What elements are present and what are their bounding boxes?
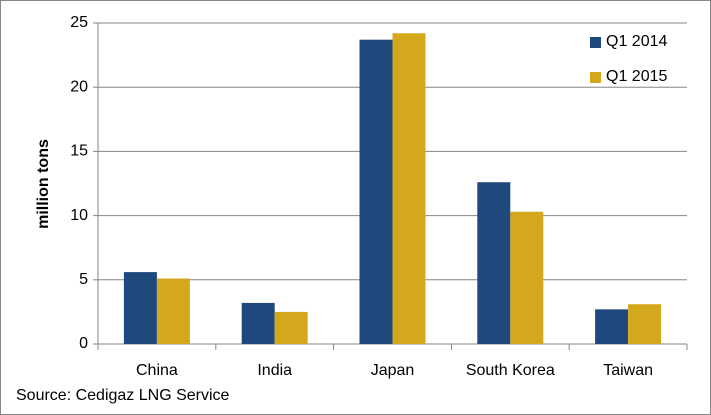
y-tick-label: 25 — [70, 14, 88, 31]
y-tick-label: 10 — [70, 207, 88, 224]
bar — [123, 272, 157, 344]
bar — [359, 39, 393, 344]
x-tick-label: India — [257, 362, 292, 379]
legend-label: Q1 2015 — [606, 68, 667, 85]
y-tick-label: 5 — [79, 271, 88, 288]
x-tick-label: China — [136, 362, 178, 379]
bar — [477, 182, 511, 344]
bar — [595, 309, 629, 344]
legend-swatch — [590, 37, 601, 48]
bar — [392, 33, 426, 344]
bar — [156, 278, 190, 344]
legend-label: Q1 2014 — [606, 33, 667, 50]
y-tick-label: 0 — [79, 335, 88, 352]
legend-swatch — [590, 72, 601, 83]
y-tick-label: 15 — [70, 143, 88, 160]
bar — [241, 302, 275, 344]
y-axis-label: million tons — [35, 139, 52, 229]
bar — [274, 311, 308, 344]
x-tick-label: Japan — [371, 362, 415, 379]
y-tick-label: 20 — [70, 78, 88, 95]
source-note: Source: Cedigaz LNG Service — [16, 387, 230, 404]
x-tick-label: South Korea — [466, 362, 555, 379]
bar — [510, 211, 544, 344]
x-tick-label: Taiwan — [603, 362, 653, 379]
bar — [628, 304, 662, 344]
